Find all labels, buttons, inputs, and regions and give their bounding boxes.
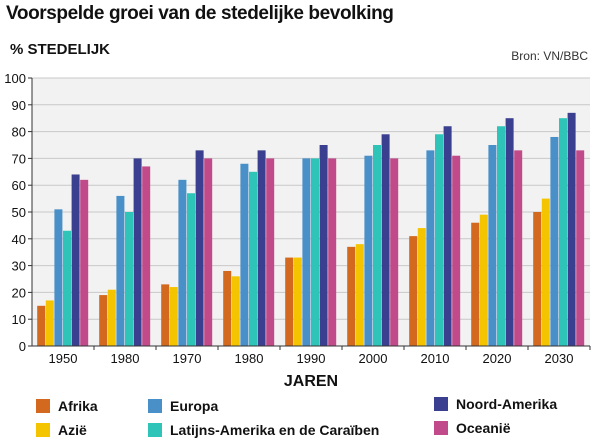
bar	[37, 305, 46, 346]
x-axis-label: JAREN	[284, 373, 338, 390]
bar	[364, 155, 373, 346]
legend-label: Afrika	[58, 398, 98, 414]
legend-swatch	[434, 421, 448, 435]
bar	[116, 195, 125, 346]
bar	[54, 209, 63, 346]
source-note: Bron: VN/BBC	[511, 49, 588, 63]
y-tick-label: 80	[12, 125, 26, 140]
legend-label: Noord-Amerika	[456, 396, 558, 412]
y-tick-label: 90	[12, 98, 26, 113]
bar	[107, 289, 116, 346]
bar	[257, 150, 266, 346]
bar	[125, 212, 133, 346]
y-tick-label: 10	[12, 312, 26, 327]
bar	[417, 228, 426, 346]
bar	[161, 284, 170, 346]
legend-swatch	[148, 399, 162, 413]
bar	[347, 246, 356, 346]
bar	[479, 214, 488, 346]
bar	[550, 136, 559, 346]
bar	[293, 257, 302, 346]
bar	[133, 158, 142, 346]
y-tick-label: 50	[12, 205, 26, 220]
legend-swatch	[434, 397, 448, 411]
bar	[63, 230, 71, 346]
x-tick-label: 2010	[421, 351, 450, 366]
bar	[443, 126, 452, 347]
bar	[435, 134, 443, 346]
bar	[497, 126, 505, 347]
x-tick-label: 2020	[483, 351, 512, 366]
bar	[178, 179, 187, 346]
bar	[45, 300, 54, 346]
bar	[514, 150, 523, 346]
legend-label: Latijns-Amerika en de Caraïben	[170, 422, 380, 438]
bar	[390, 158, 399, 346]
y-tick-label: 30	[12, 259, 26, 274]
x-tick-label: 1950	[49, 351, 78, 366]
legend-swatch	[148, 423, 162, 437]
x-tick-label: 2030	[545, 351, 574, 366]
bar	[302, 158, 311, 346]
legend-item: Azië	[36, 422, 87, 438]
bar	[471, 222, 480, 346]
y-tick-label: 70	[12, 151, 26, 166]
x-tick-label: 1970	[173, 351, 202, 366]
bar	[71, 174, 80, 346]
bar	[80, 179, 89, 346]
bar	[452, 155, 461, 346]
legend-label: Europa	[170, 398, 219, 414]
y-tick-label: 100	[4, 71, 26, 86]
x-tick-label: 2000	[359, 351, 388, 366]
bar	[240, 163, 249, 346]
legend-label: Oceanië	[456, 420, 511, 436]
y-tick-label: 0	[19, 339, 26, 354]
legend-swatch	[36, 423, 50, 437]
bar	[533, 212, 542, 346]
bar	[223, 270, 232, 346]
bar	[328, 158, 337, 346]
chart-title: Voorspelde groei van de stedelijke bevol…	[6, 3, 394, 24]
legend-swatch	[36, 399, 50, 413]
legend-item: Latijns-Amerika en de Caraïben	[148, 422, 379, 438]
bar	[142, 166, 151, 346]
bar	[195, 150, 204, 346]
y-tick-label: 20	[12, 285, 26, 300]
legend-item: Europa	[148, 398, 218, 414]
bar	[381, 134, 390, 346]
x-tick-label: 1980	[235, 351, 264, 366]
bar	[426, 150, 435, 346]
bar	[169, 287, 178, 346]
bar	[266, 158, 275, 346]
bar	[567, 112, 576, 346]
y-tick-label: 60	[12, 178, 26, 193]
bar	[409, 236, 418, 346]
y-tick-label: 40	[12, 232, 26, 247]
x-tick-label: 1990	[297, 351, 326, 366]
bar	[311, 158, 319, 346]
bar	[204, 158, 213, 346]
legend-item: Noord-Amerika	[434, 396, 557, 412]
x-tick-label: 1980	[111, 351, 140, 366]
bar	[231, 276, 240, 346]
bar	[488, 145, 497, 346]
bar	[505, 118, 514, 346]
bar	[355, 244, 364, 346]
legend-label: Azië	[58, 422, 87, 438]
bar	[319, 145, 328, 346]
legend: Afrika Azië Europa Latijns-Amerika en de Ca…	[0, 390, 600, 448]
y-axis-label: % STEDELIJK	[10, 41, 111, 58]
bar	[249, 171, 257, 346]
bar	[187, 193, 195, 346]
bar	[541, 198, 550, 346]
bar	[285, 257, 294, 346]
legend-item: Oceanië	[434, 420, 510, 436]
legend-item: Afrika	[36, 398, 98, 414]
bar	[373, 145, 381, 346]
bar	[576, 150, 585, 346]
bar	[559, 118, 567, 346]
bar	[99, 295, 108, 346]
